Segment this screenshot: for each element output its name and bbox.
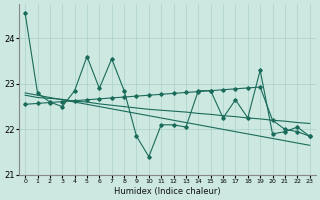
X-axis label: Humidex (Indice chaleur): Humidex (Indice chaleur) — [114, 187, 221, 196]
